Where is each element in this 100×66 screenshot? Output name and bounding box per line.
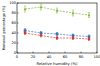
chart: 0 20 40 60 80 100 0 20 40 60 80 100 Relative humidit… <box>0 0 100 66</box>
y-tick <box>17 43 19 44</box>
series-line <box>25 33 89 39</box>
x-tick <box>33 52 34 54</box>
error-bar <box>56 37 58 40</box>
x-tick-label: 20 <box>31 55 36 59</box>
error-bar <box>56 33 58 36</box>
error-bar <box>56 8 58 13</box>
error-bar <box>24 32 26 35</box>
y-tick-label: 20 <box>11 41 16 45</box>
y-tick-label: 100 <box>9 1 17 5</box>
error-bar <box>88 38 90 41</box>
point <box>40 34 43 37</box>
point <box>72 11 75 14</box>
point <box>56 9 59 12</box>
y-tick <box>17 13 19 14</box>
x-tick-label: 0 <box>16 55 19 59</box>
point <box>56 37 59 40</box>
x-tick-label: 60 <box>63 55 68 59</box>
series-line <box>25 31 89 37</box>
y-tick-label: 40 <box>11 31 16 35</box>
error-bar <box>40 34 42 37</box>
error-bar <box>72 37 74 40</box>
y-tick <box>17 23 19 24</box>
x-tick <box>65 52 66 54</box>
x-tick <box>17 52 18 54</box>
x-tick-label: 100 <box>94 55 100 59</box>
point <box>72 37 75 40</box>
x-tick-label: 40 <box>47 55 52 59</box>
point <box>88 13 91 16</box>
y-tick <box>17 53 19 54</box>
x-tick <box>81 52 82 54</box>
error-bar <box>72 10 74 16</box>
plot-frame <box>17 3 97 53</box>
y-axis-label: Removal percentage (%) <box>2 5 6 50</box>
point <box>24 7 27 10</box>
x-tick <box>97 52 98 54</box>
x-axis-label: Relative humidity (%) <box>36 61 78 66</box>
x-tick <box>49 52 50 54</box>
y-tick <box>17 3 19 4</box>
point <box>24 32 27 35</box>
point <box>56 33 59 36</box>
y-tick-label: 0 <box>14 51 17 55</box>
y-tick-label: 80 <box>11 11 16 15</box>
y-tick-label: 60 <box>11 21 16 25</box>
plot-area <box>24 4 91 41</box>
chart-root: 0 20 40 60 80 100 0 20 40 60 80 100 Relative humidit… <box>0 0 100 66</box>
error-bar <box>88 13 90 18</box>
error-bar <box>24 6 26 12</box>
point <box>40 5 43 8</box>
point <box>88 38 91 41</box>
error-bar <box>40 4 42 10</box>
x-tick-label: 80 <box>79 55 84 59</box>
series-line <box>25 7 89 15</box>
y-tick <box>17 33 19 34</box>
